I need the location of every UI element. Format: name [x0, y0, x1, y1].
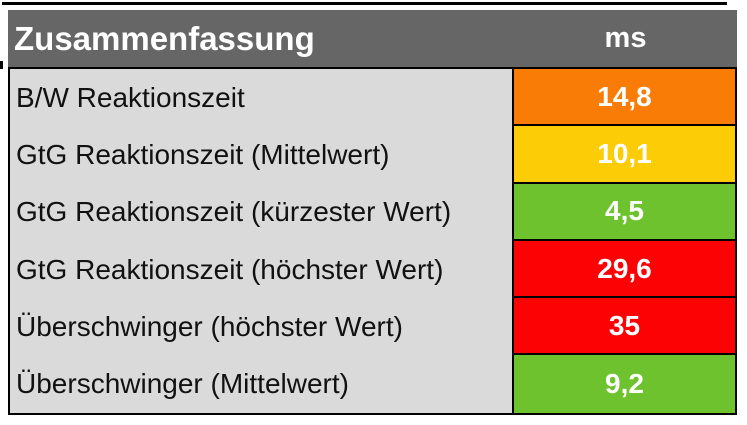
table-row: GtG Reaktionszeit (Mittelwert) 10,1 [10, 126, 735, 184]
row-value: 9,2 [512, 355, 735, 413]
row-value: 10,1 [512, 126, 735, 184]
row-label: Überschwinger (Mittelwert) [16, 368, 349, 400]
row-label: GtG Reaktionszeit (Mittelwert) [16, 138, 390, 170]
table-title: Zusammenfassung [14, 19, 315, 57]
row-value: 14,8 [512, 69, 735, 127]
row-label: Überschwinger (höchster Wert) [16, 310, 403, 342]
unit-column-header: ms [604, 22, 647, 54]
top-border-line [2, 2, 727, 5]
summary-table: Zusammenfassung ms B/W Reaktionszeit 14,8… [8, 10, 737, 415]
table-row: Überschwinger (höchster Wert) 35 [10, 298, 735, 356]
table-row: GtG Reaktionszeit (kürzester Wert) 4,5 [10, 183, 735, 241]
row-value: 29,6 [512, 240, 735, 299]
row-label: B/W Reaktionszeit [16, 81, 245, 113]
row-value: 35 [512, 298, 735, 356]
table-row: Überschwinger (Mittelwert) 9,2 [10, 355, 735, 413]
row-label: GtG Reaktionszeit (kürzester Wert) [16, 196, 452, 228]
table-body: B/W Reaktionszeit 14,8 GtG Reaktionszeit (… [8, 67, 737, 415]
row-value: 4,5 [512, 183, 735, 241]
row-label: GtG Reaktionszeit (höchster Wert) [16, 253, 444, 285]
table-header-row: Zusammenfassung ms [8, 10, 737, 67]
left-edge-mark [0, 61, 3, 69]
table-row: B/W Reaktionszeit 14,8 [10, 69, 735, 127]
table-row: GtG Reaktionszeit (höchster Wert) 29,6 [10, 240, 735, 299]
